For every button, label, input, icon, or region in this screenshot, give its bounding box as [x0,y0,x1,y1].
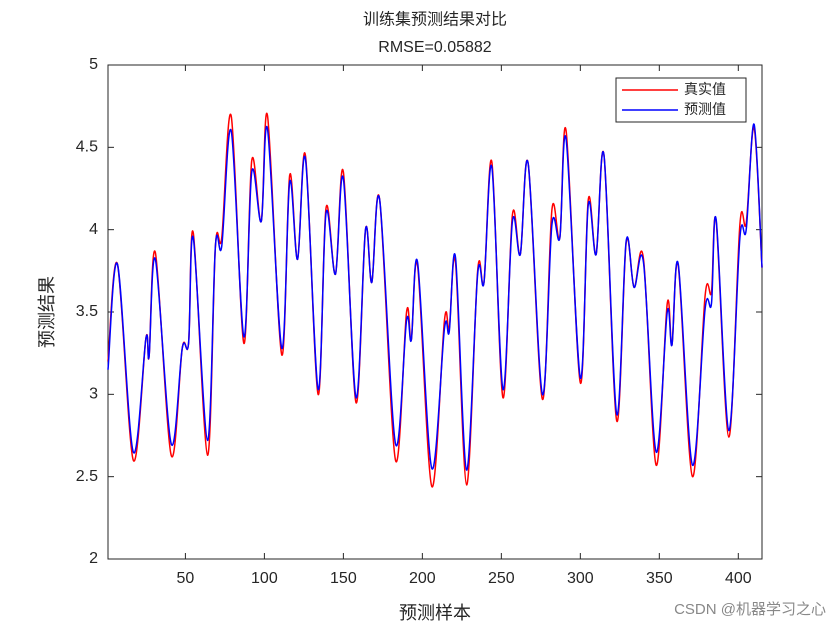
x-tick-label: 250 [488,570,515,587]
x-tick-label: 100 [251,570,278,587]
y-tick-label: 2 [89,550,98,567]
y-tick-label: 4.5 [76,139,98,156]
x-axis-label: 预测样本 [399,603,471,624]
plot-area [107,64,763,560]
y-tick-label: 4 [89,221,98,238]
x-tick-label: 50 [177,570,195,587]
y-tick-label: 3.5 [76,303,98,320]
legend-label: 真实值 [684,82,726,98]
x-tick-label: 200 [409,570,436,587]
x-tick-label: 150 [330,570,357,587]
x-tick-label: 400 [725,570,752,587]
legend-label: 预测值 [684,102,726,118]
legend-box [615,77,747,123]
y-tick-label: 3 [89,386,98,403]
chart-subtitle: RMSE=0.05882 [378,39,492,56]
x-tick-label: 300 [567,570,594,587]
y-axis-label: 预测结果 [37,276,58,348]
x-tick-label: 350 [646,570,673,587]
y-tick-label: 2.5 [76,468,98,485]
watermark: CSDN @机器学习之心 [674,601,826,618]
y-tick-label: 5 [89,56,98,73]
series-line [107,123,763,471]
chart-title: 训练集预测结果对比 [363,10,507,29]
